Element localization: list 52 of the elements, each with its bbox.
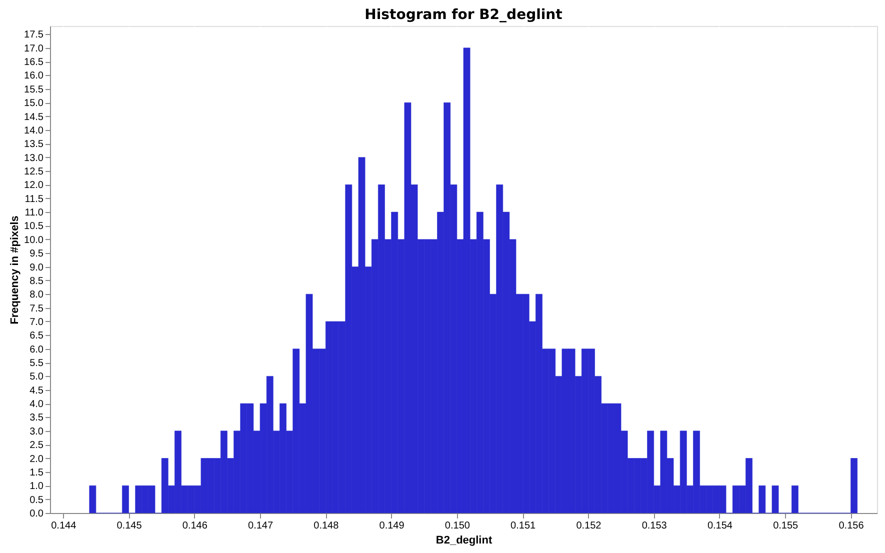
x-tick-label: 0.147 (248, 520, 274, 532)
y-axis-title: Frequency in #pixels (9, 216, 22, 324)
y-tick-label: 2.0 (30, 454, 44, 465)
y-tick-label: 7.0 (30, 316, 44, 328)
y-tick-label: 13.0 (24, 152, 44, 164)
x-tick-label: 0.154 (707, 520, 733, 532)
y-tick-label: 17.5 (24, 30, 44, 41)
y-tick-label: 4.5 (30, 385, 44, 396)
y-tick-label: 8.5 (30, 276, 44, 287)
chart-title: Histogram for B2_deglint (364, 7, 563, 23)
y-tick-label: 13.5 (24, 139, 44, 150)
y-tick-label: 16.5 (24, 57, 44, 68)
y-tick-label: 17.0 (24, 43, 44, 54)
y-tick-label: 5.5 (30, 358, 44, 370)
x-tick-label: 0.156 (838, 520, 864, 532)
x-tick-label: 0.151 (510, 520, 536, 532)
x-tick-label: 0.155 (773, 520, 799, 532)
y-tick-label: 9.0 (30, 262, 44, 274)
y-tick-label: 11.5 (24, 194, 44, 205)
y-tick-label: 6.5 (30, 330, 44, 342)
y-tick-label: 12.5 (24, 166, 44, 178)
y-tick-label: 7.5 (30, 303, 44, 314)
y-tick-label: 4.0 (30, 399, 44, 410)
y-tick-label: 12.0 (24, 180, 44, 192)
y-tick-label: 15.5 (24, 84, 44, 96)
x-tick-label: 0.149 (379, 520, 405, 532)
y-tick-label: 1.0 (30, 481, 44, 492)
y-tick-label: 6.0 (30, 344, 44, 356)
x-tick-label: 0.150 (444, 520, 470, 532)
y-tick-label: 0.5 (30, 494, 44, 506)
y-tick-label: 15.0 (24, 98, 44, 110)
x-tick-label: 0.153 (642, 520, 668, 532)
x-axis-title: B2_deglint (436, 534, 492, 546)
y-tick-label: 0.0 (30, 508, 44, 520)
x-tick-label: 0.144 (51, 520, 77, 532)
y-tick-label: 9.5 (30, 248, 44, 260)
y-tick-label: 10.5 (24, 221, 44, 232)
y-tick-label: 10.0 (24, 234, 44, 246)
y-tick-label: 5.0 (30, 372, 44, 383)
x-tick-label: 0.146 (182, 520, 208, 532)
y-tick-label: 14.0 (24, 125, 44, 136)
y-tick-label: 3.0 (30, 426, 44, 438)
y-tick-label: 1.5 (30, 467, 44, 478)
x-tick-label: 0.152 (576, 520, 602, 532)
y-tick-label: 11.0 (24, 208, 44, 219)
y-tick-label: 2.5 (30, 440, 44, 452)
y-tick-label: 16.0 (24, 70, 44, 82)
x-tick-label: 0.148 (314, 520, 340, 532)
y-tick-label: 8.0 (30, 290, 44, 301)
y-tick-label: 3.5 (30, 412, 44, 424)
x-tick-label: 0.145 (116, 520, 142, 532)
y-tick-label: 14.5 (24, 112, 44, 123)
